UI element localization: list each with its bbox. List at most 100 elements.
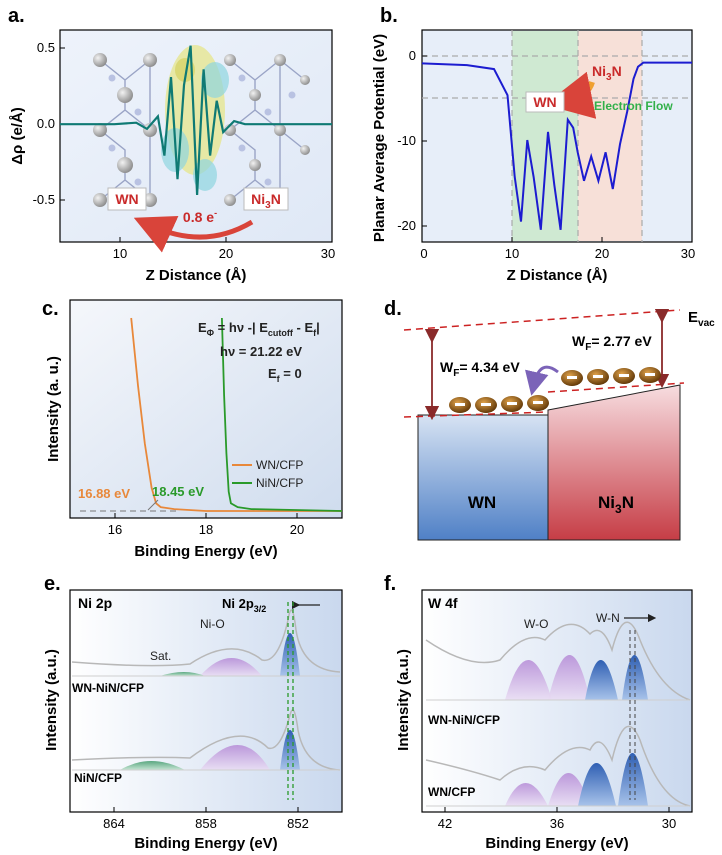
- panel-d-ni3n-text: Ni3N: [598, 493, 634, 516]
- panel-c-wn-line: [130, 317, 342, 512]
- panel-b-label: b.: [380, 5, 398, 27]
- panel-c-cutoff-wn: 16.88 eV: [78, 486, 130, 501]
- panel-c-xlabel: Binding Energy (eV): [134, 543, 277, 560]
- panel-a-xtick: 30: [321, 246, 335, 261]
- panel-c-pointer: [147, 499, 159, 511]
- legend-label-wn: WN/CFP: [256, 458, 303, 472]
- panel-e-xlabel: Binding Energy (eV): [134, 835, 277, 852]
- panel-f-xtick: 30: [662, 816, 676, 831]
- panel-a-ytick: -0.5: [33, 192, 55, 207]
- panel-f-title: W 4f: [428, 595, 458, 611]
- panel-c-legend: WN/CFP NiN/CFP: [232, 458, 303, 490]
- electron-icon: [639, 367, 661, 383]
- panel-c-ylabel: Intensity (a. u.): [45, 356, 62, 462]
- electron-icon: [475, 397, 497, 413]
- panel-f-ylabel: Intensity (a.u.): [395, 649, 412, 751]
- legend-label-nin: NiN/CFP: [256, 476, 303, 490]
- panel-c-cutoff-nin: 18.45 eV: [152, 484, 204, 499]
- panel-d-electrons: [449, 367, 661, 413]
- electron-icon: [587, 369, 609, 385]
- panel-a-xlabel: Z Distance (Å): [146, 267, 247, 284]
- panel-b-y-ticks: 0 -10 -20: [397, 48, 427, 233]
- panel-d-evac: Evac: [688, 309, 715, 329]
- panel-d: d. Evac WF= 4.34 eV WF= 2.77 eV WN Ni3N: [384, 298, 715, 541]
- panel-a-ytick: 0.0: [37, 116, 55, 131]
- panel-f-x-ticks: 42 36 30: [438, 807, 676, 831]
- panel-e-peak-label: Ni 2p3/2: [222, 596, 266, 614]
- panel-b-wn-label: WN: [533, 94, 556, 110]
- panel-f-top-spectrum: [425, 621, 691, 701]
- panel-a-x-ticks: 10 20 30: [113, 237, 335, 261]
- panel-b-xtick: 30: [681, 246, 695, 261]
- panel-a-ylabel: Δρ (e/Å): [9, 107, 26, 165]
- panel-e-sample-bottom: NiN/CFP: [74, 771, 122, 785]
- electron-icon: [561, 370, 583, 386]
- panel-a-transfer-arrow: [133, 216, 254, 253]
- panel-a-y-ticks: 0.5 0.0 -0.5: [33, 40, 65, 207]
- panel-e-xtick: 864: [103, 816, 125, 831]
- electron-icon: [449, 397, 471, 413]
- panel-a-ytick: 0.5: [37, 40, 55, 55]
- panel-d-wn-block: [417, 414, 549, 541]
- panel-b-flow-arrow: [544, 71, 597, 119]
- panel-e-label: e.: [44, 573, 61, 595]
- electron-icon: [501, 396, 523, 412]
- panel-e-nio-label: Ni-O: [200, 617, 225, 631]
- panel-b-ytick: -20: [397, 218, 416, 233]
- panel-d-ni3n-block: [547, 384, 681, 541]
- panel-f-xlabel: Binding Energy (eV): [485, 835, 628, 852]
- panel-a-transfer-label: 0.8 e-: [183, 208, 217, 225]
- panel-b-xlabel: Z Distance (Å): [507, 267, 608, 284]
- panel-f-plot-area: [421, 589, 693, 813]
- panel-d-label: d.: [384, 298, 402, 320]
- panel-b-wn-box: [525, 91, 565, 113]
- panel-d-wn-text: WN: [468, 493, 496, 512]
- panel-f-xtick: 42: [438, 816, 452, 831]
- panel-b-ni3n-region: [578, 31, 642, 241]
- panel-e-sample-top: WN-NiN/CFP: [72, 681, 144, 695]
- panel-f-xtick: 36: [550, 816, 564, 831]
- panel-c: c. EΦ = hν -| Ecutoff - Ef| hν = 21.22 e…: [42, 298, 343, 560]
- panel-a: a.: [8, 5, 335, 284]
- panel-f-sample-bottom: WN/CFP: [428, 785, 475, 799]
- panel-b-ytick: -10: [397, 133, 416, 148]
- panel-e-plot-area: [69, 589, 343, 813]
- panel-a-wn-label: WN: [115, 191, 138, 207]
- panel-e-bottom-spectrum: [71, 709, 341, 771]
- panel-d-wf-right: WF= 2.77 eV: [572, 333, 652, 353]
- panel-f-bottom-spectrum: [425, 725, 691, 807]
- panel-e-title: Ni 2p: [78, 595, 112, 611]
- panel-b: b. 0 -10 -20 0 10 20 30 Z Distance (Å) P…: [371, 5, 695, 284]
- panel-e-ylabel: Intensity (a.u.): [43, 649, 60, 751]
- panel-a-ni3n-box: [243, 187, 289, 211]
- panel-f-label: f.: [384, 573, 396, 595]
- panel-e-xtick: 858: [195, 816, 217, 831]
- panel-c-photon-energy: hν = 21.22 eV: [220, 344, 302, 359]
- panel-c-fermi: Ef = 0: [268, 366, 302, 384]
- panel-c-xtick: 18: [199, 522, 213, 537]
- panel-b-xtick: 20: [595, 246, 609, 261]
- panel-b-ytick: 0: [409, 48, 416, 63]
- panel-c-label: c.: [42, 298, 59, 320]
- panel-c-nin-line: [221, 317, 343, 512]
- panel-b-xtick: 0: [420, 246, 427, 261]
- panel-d-wf-left: WF= 4.34 eV: [440, 359, 520, 379]
- electron-icon: [527, 395, 549, 411]
- panel-e-sat-label: Sat.: [150, 649, 171, 663]
- electron-icon: [613, 368, 635, 384]
- panel-f-sample-top: WN-NiN/CFP: [428, 713, 500, 727]
- panel-d-vacuum-level: [403, 309, 681, 331]
- panel-a-charge-line: [60, 45, 332, 195]
- panel-b-xtick: 10: [505, 246, 519, 261]
- panel-c-plot-area: [69, 299, 343, 519]
- panel-f: f. W 4f W-O W-N WN-NiN/CFP WN/CFP 42: [384, 573, 693, 852]
- panel-c-xtick: 20: [290, 522, 304, 537]
- panel-e-top-spectrum: [71, 609, 341, 677]
- panel-e: e. Ni 2p Ni 2p3/2 Sat. Ni-O WN-NiN/CFP N…: [43, 573, 343, 852]
- panel-a-ni3n-label: Ni3N: [251, 191, 281, 211]
- panel-a-xtick: 10: [113, 246, 127, 261]
- panel-a-wn-box: [107, 187, 147, 211]
- panel-a-label: a.: [8, 5, 25, 27]
- panel-e-x-ticks: 864 858 852: [103, 807, 309, 831]
- panel-b-potential-line: [421, 61, 692, 230]
